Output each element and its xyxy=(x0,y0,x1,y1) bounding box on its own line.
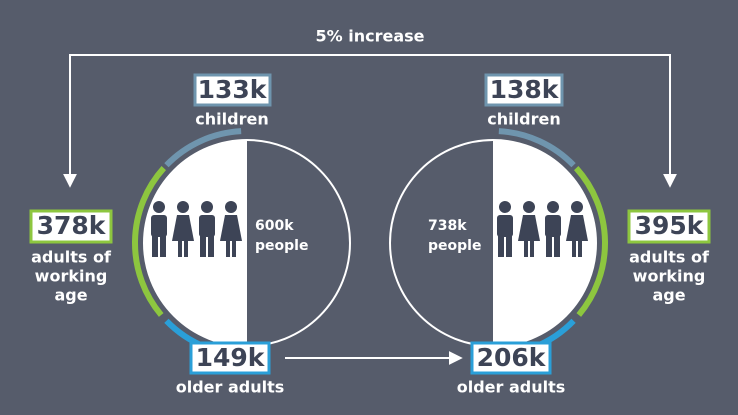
older-label: older adults xyxy=(457,378,566,397)
ring-arc xyxy=(164,128,242,168)
ring-arc xyxy=(132,166,166,317)
older-value: 149k xyxy=(196,343,266,372)
working-label: age xyxy=(652,286,685,305)
value-box xyxy=(193,73,272,107)
children-label: children xyxy=(195,110,268,129)
working-label: age xyxy=(54,286,87,305)
total-value: 738k xyxy=(428,218,467,234)
working-label: working xyxy=(633,267,706,286)
older-label: older adults xyxy=(176,378,285,397)
ring-arc xyxy=(574,166,608,317)
working-label: working xyxy=(35,267,108,286)
ring-arc xyxy=(498,128,576,168)
working-label: adults of xyxy=(31,248,112,267)
total-value: 600k xyxy=(255,218,294,234)
value-box xyxy=(189,341,271,375)
children-label: children xyxy=(487,110,560,129)
working-value: 395k xyxy=(635,211,705,240)
total-label: people xyxy=(428,238,481,254)
value-box xyxy=(627,209,711,244)
children-value: 133k xyxy=(198,75,268,104)
value-box xyxy=(29,209,113,244)
value-box xyxy=(470,341,552,375)
increase-label: 5% increase xyxy=(315,27,424,46)
total-label: people xyxy=(255,238,308,254)
children-value: 138k xyxy=(490,75,560,104)
value-box xyxy=(484,73,564,107)
after-circle xyxy=(389,128,608,358)
working-label: adults of xyxy=(629,248,710,267)
working-value: 378k xyxy=(37,211,107,240)
older-value: 206k xyxy=(477,343,547,372)
